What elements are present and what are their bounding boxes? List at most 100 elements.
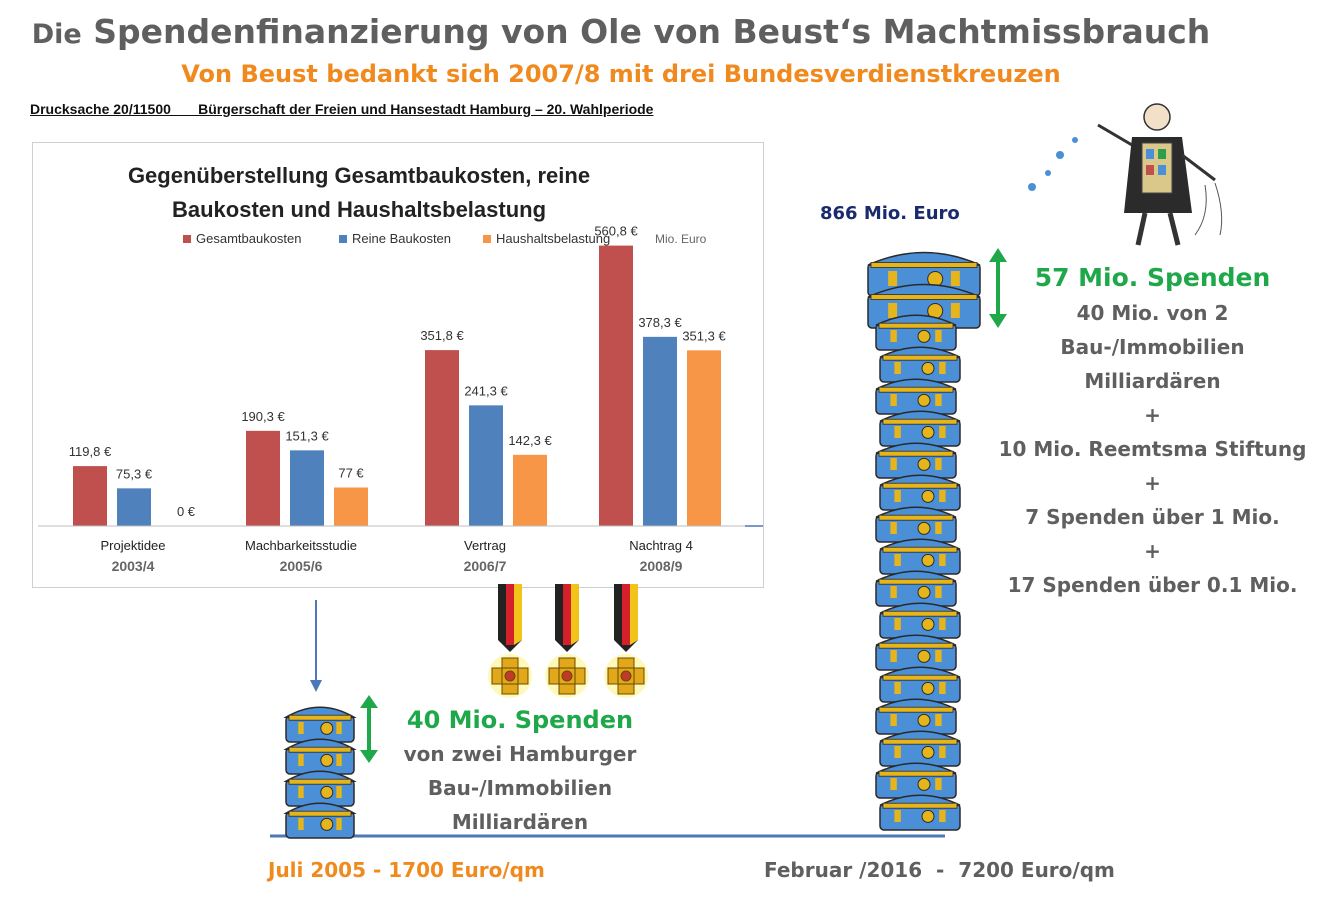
tall-treasure-chest-stack	[867, 251, 981, 831]
treasure-chest-icon	[875, 698, 957, 735]
bar-chart-panel: Gegenüberstellung Gesamtbaukosten, reine…	[32, 142, 773, 588]
bar-haushaltsbelastung-3	[687, 350, 721, 526]
treasure-chest-icon	[879, 346, 961, 383]
middle-line: Bau-/Immobilien	[427, 776, 613, 800]
timeline-end-label: Februar /2016 - 7200 Euro/qm	[764, 858, 1115, 882]
chart-unit: Mio. Euro	[655, 232, 707, 246]
category-label: Nachtrag 4	[629, 538, 693, 553]
treasure-chest-icon	[283, 706, 357, 743]
treasure-chest-icon	[879, 538, 961, 575]
year-label: 2003/4	[112, 558, 155, 574]
treasure-chest-icon	[879, 666, 961, 703]
treasure-chest-icon	[867, 283, 981, 329]
legend-swatch	[483, 235, 491, 243]
bar-value-label: 119,8 €	[69, 444, 112, 459]
bar-value-label: 190,3 €	[241, 409, 285, 424]
treasure-chest-icon	[879, 730, 961, 767]
timeline-start-label: Juli 2005 - 1700 Euro/qm	[268, 858, 545, 882]
treasure-chest-icon	[283, 802, 357, 839]
caricature-figure-icon	[1020, 95, 1250, 250]
chart-bars: 119,8 € 190,3 € 351,8 € 560,8 € 75,3 € 151,3 …	[69, 224, 726, 526]
green-double-arrow-large	[989, 248, 1007, 328]
bar-reine-baukosten-1	[290, 450, 324, 526]
document-reference: Drucksache 20/11500 Bürgerschaft der Fre…	[30, 101, 654, 117]
treasure-chest-icon	[879, 474, 961, 511]
down-arrow-head	[310, 680, 322, 692]
treasure-chest-icon	[879, 794, 961, 831]
right-donations-summary: 57 Mio. Spenden 40 Mio. von 2 Bau-/Immob…	[990, 260, 1315, 602]
bar-reine-baukosten-0	[117, 488, 151, 526]
year-label: 2005/6	[280, 558, 323, 574]
year-label: 2006/7	[464, 558, 507, 574]
right-line: Milliardären	[1084, 369, 1221, 393]
bar-haushaltsbelastung-2	[513, 454, 547, 526]
bar-value-label: 351,8 €	[420, 328, 464, 343]
bar-gesamtbaukosten-1	[246, 430, 280, 526]
treasure-chest-icon	[875, 762, 957, 799]
bar-haushaltsbelastung-1	[334, 487, 368, 526]
bar-value-label: 142,3 €	[508, 433, 552, 448]
bar-value-label: 351,3 €	[682, 328, 726, 343]
right-donations-headline: 57 Mio. Spenden	[1034, 263, 1271, 292]
federal-cross-of-merit-medals	[488, 584, 648, 698]
category-label: Projektidee	[100, 538, 165, 553]
right-line: Bau-/Immobilien	[1060, 335, 1245, 359]
bar-value-label: 378,3 €	[638, 315, 682, 330]
right-line: 7 Spenden über 1 Mio.	[1025, 505, 1280, 529]
small-treasure-chest-stack	[283, 706, 357, 839]
middle-line: von zwei Hamburger	[403, 742, 637, 766]
title-main: Spendenfinanzierung von Ole von Beust‘s …	[93, 12, 1211, 51]
green-double-arrow-small	[360, 695, 378, 763]
year-label: 2008/9	[640, 558, 683, 574]
bar-value-label: 77 €	[338, 466, 364, 481]
right-line: 40 Mio. von 2	[1076, 301, 1229, 325]
page-title: Die Spendenfinanzierung von Ole von Beus…	[0, 12, 1242, 51]
treasure-chest-icon	[875, 442, 957, 479]
chart-category-labels: Projektidee 2003/4 Machbarkeitsstudie 2005/…	[100, 538, 692, 574]
right-line: 17 Spenden über 0.1 Mio.	[1007, 573, 1298, 597]
right-line: +	[1144, 471, 1161, 495]
treasure-chest-icon	[879, 410, 961, 447]
bar-value-label: 75,3 €	[116, 466, 153, 481]
medal-icon	[488, 584, 532, 698]
middle-donations-summary: 40 Mio. Spenden von zwei Hamburger Bau-/…	[385, 703, 655, 839]
bar-reine-baukosten-3	[643, 336, 677, 526]
legend-entry: Reine Baukosten	[352, 231, 451, 246]
legend-swatch	[339, 235, 347, 243]
total-amount-label: 866 Mio. Euro	[820, 203, 960, 224]
bar-gesamtbaukosten-3	[599, 245, 633, 526]
legend-swatch	[183, 235, 191, 243]
right-line: +	[1144, 403, 1161, 427]
treasure-chest-icon	[875, 314, 957, 351]
bar-value-label: 241,3 €	[464, 383, 508, 398]
middle-donations-headline: 40 Mio. Spenden	[406, 706, 634, 734]
bar-reine-baukosten-2	[469, 405, 503, 526]
treasure-chest-icon	[875, 506, 957, 543]
chart-title-line2: Baukosten und Haushaltsbelastung	[172, 197, 546, 222]
bar-gesamtbaukosten-2	[425, 350, 459, 526]
title-prefix: Die	[31, 19, 82, 50]
treasure-chest-icon	[879, 602, 961, 639]
category-label: Machbarkeitsstudie	[245, 538, 357, 553]
bar-gesamtbaukosten-0	[73, 466, 107, 526]
treasure-chest-icon	[875, 378, 957, 415]
treasure-chest-icon	[875, 634, 957, 671]
legend-entry: Haushaltsbelastung	[496, 231, 610, 246]
treasure-chest-icon	[283, 770, 357, 807]
middle-line: Milliardären	[451, 810, 589, 834]
right-line: 10 Mio. Reemtsma Stiftung	[998, 437, 1307, 461]
category-label: Vertrag	[464, 538, 506, 553]
treasure-chest-icon	[875, 570, 957, 607]
page-subtitle: Von Beust bedankt sich 2007/8 mit drei B…	[181, 60, 1061, 88]
medal-icon	[545, 584, 589, 698]
chart-legend: Gesamtbaukosten Reine Baukosten Haushaltsb…	[183, 231, 610, 246]
bar-value-label: 151,3 €	[285, 428, 329, 443]
right-line: +	[1144, 539, 1161, 563]
bar-value-label: 0 €	[177, 504, 196, 519]
medal-icon	[604, 584, 648, 698]
bar-chart: Gegenüberstellung Gesamtbaukosten, reine…	[38, 163, 773, 574]
treasure-chest-icon	[283, 738, 357, 775]
legend-entry: Gesamtbaukosten	[196, 231, 302, 246]
chart-title-line1: Gegenüberstellung Gesamtbaukosten, reine	[128, 163, 590, 188]
